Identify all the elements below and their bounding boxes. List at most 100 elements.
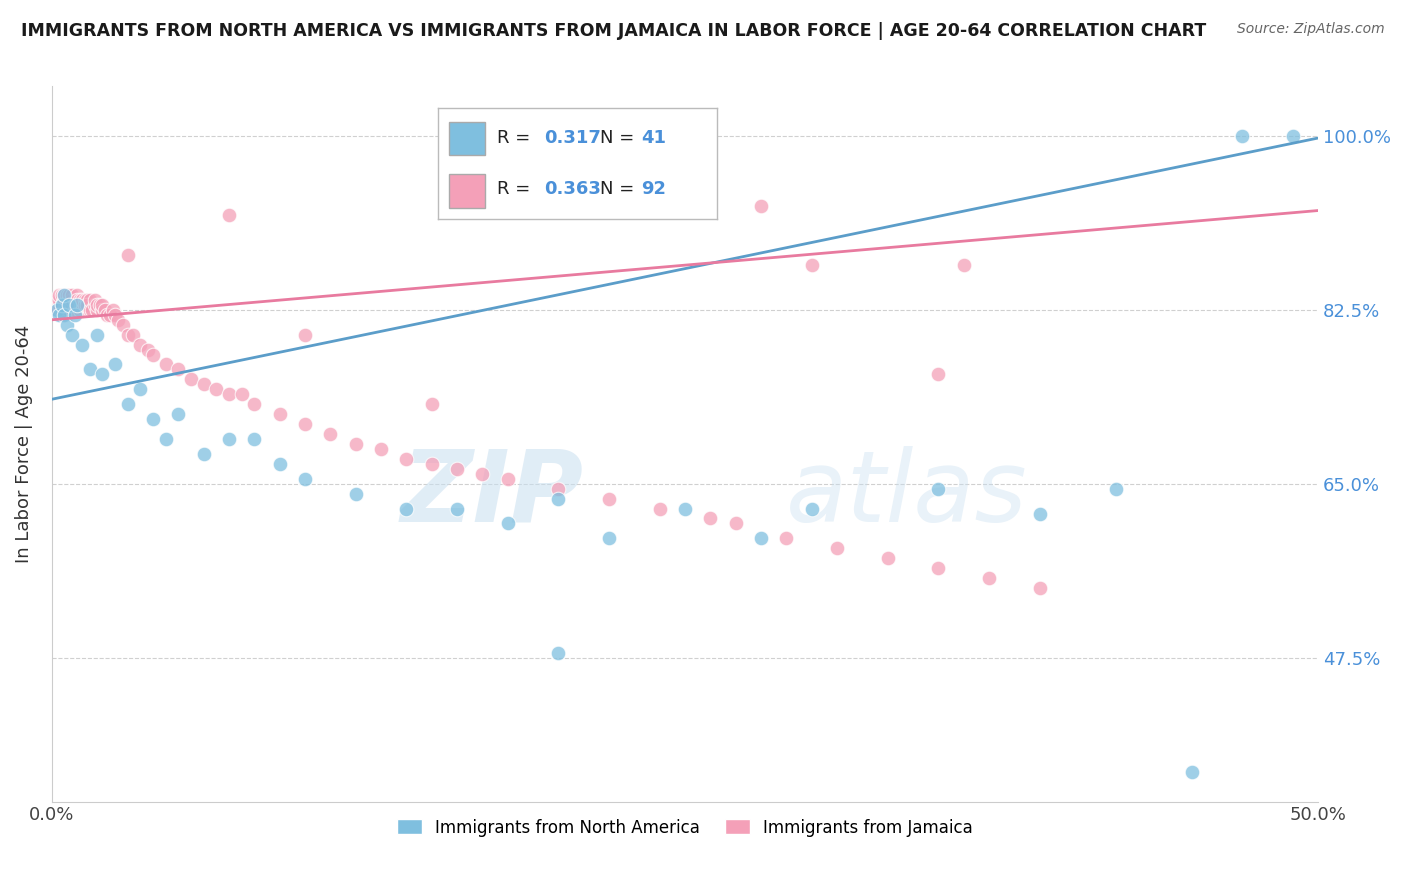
Point [420,397,443,411]
Point [56,318,79,332]
Point [129,337,152,351]
Point [91,368,114,382]
Point [86,302,108,317]
Point [673,501,696,516]
Point [48,293,70,307]
Point [56,298,79,312]
Point [420,457,443,471]
Point [117,327,139,342]
Point [294,417,316,431]
Point [53,308,76,322]
Point [1281,128,1303,143]
Point [724,516,747,531]
Point [66,298,89,312]
Point [44,302,66,317]
Point [1180,764,1202,779]
Point [269,457,291,471]
Point [927,368,949,382]
Point [699,511,721,525]
Point [70,293,93,307]
Point [76,298,98,312]
Point [53,288,76,302]
Point [180,372,202,386]
Point [63,302,86,317]
Point [749,198,772,212]
Point [927,561,949,575]
Point [218,387,240,401]
Point [825,541,848,556]
Point [48,308,70,322]
Point [45,302,67,317]
Point [51,308,73,322]
Point [104,358,127,372]
Point [370,442,392,456]
Point [269,407,291,421]
Point [496,516,519,531]
Point [60,327,83,342]
Point [111,318,134,332]
Point [98,308,121,322]
Point [53,302,76,317]
Point [48,288,70,302]
Point [243,432,266,446]
Point [547,491,569,506]
Point [73,298,96,312]
Point [51,298,73,312]
Point [58,288,80,302]
Point [66,298,89,312]
Point [136,343,159,357]
Legend: Immigrants from North America, Immigrants from Jamaica: Immigrants from North America, Immigrant… [389,812,980,843]
Point [155,358,177,372]
Text: atlas: atlas [786,445,1028,542]
Point [117,397,139,411]
Text: IMMIGRANTS FROM NORTH AMERICA VS IMMIGRANTS FROM JAMAICA IN LABOR FORCE | AGE 20: IMMIGRANTS FROM NORTH AMERICA VS IMMIGRA… [21,22,1206,40]
Point [749,532,772,546]
Point [471,467,494,481]
Point [83,293,105,307]
Point [977,571,1000,585]
Point [876,551,898,566]
Point [101,302,124,317]
Point [91,302,114,317]
Point [1104,482,1126,496]
Point [70,337,93,351]
Point [218,209,240,223]
Point [193,377,215,392]
Point [79,362,101,376]
Point [56,288,79,302]
Point [496,472,519,486]
Point [319,427,342,442]
Point [231,387,253,401]
Point [218,432,240,446]
Point [294,472,316,486]
Point [83,298,105,312]
Point [45,293,67,307]
Text: Source: ZipAtlas.com: Source: ZipAtlas.com [1237,22,1385,37]
Point [446,501,468,516]
Point [86,327,108,342]
Point [107,313,129,327]
Point [45,302,67,317]
Point [344,437,367,451]
Text: ZIP: ZIP [401,445,583,542]
Point [79,293,101,307]
Point [63,308,86,322]
Point [1028,507,1050,521]
Point [193,447,215,461]
Point [446,462,468,476]
Point [73,293,96,307]
Point [66,288,89,302]
Point [1028,581,1050,595]
Point [395,451,418,466]
Point [69,293,91,307]
Point [142,412,165,426]
Point [69,302,91,317]
Point [91,298,114,312]
Point [648,501,671,516]
Point [82,302,104,317]
Point [58,302,80,317]
Point [63,298,86,312]
Point [167,362,190,376]
Point [205,382,228,396]
Point [58,298,80,312]
